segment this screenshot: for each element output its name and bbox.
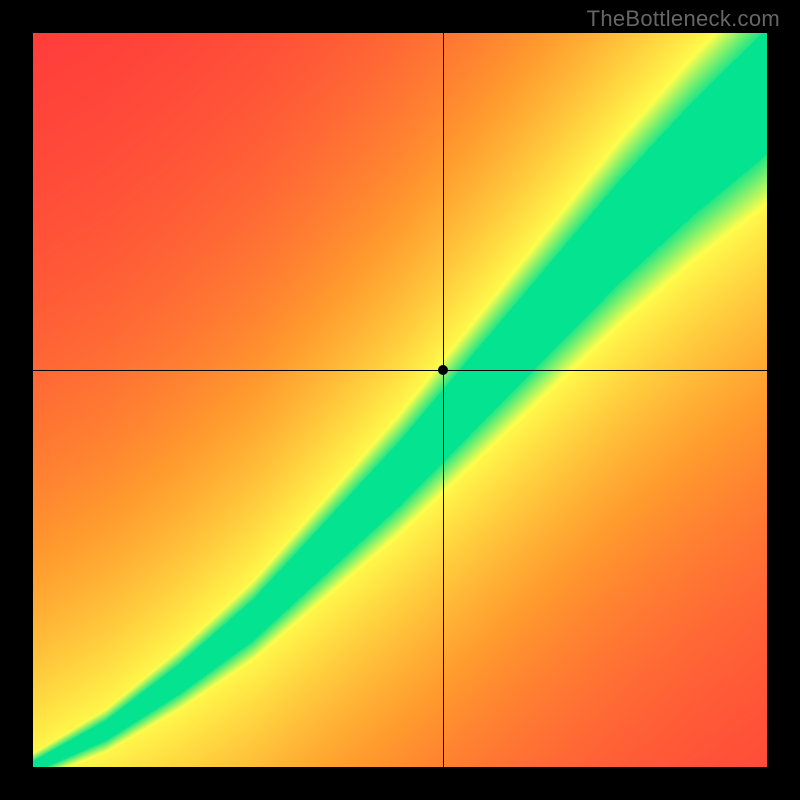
- chart-border-right: [767, 0, 800, 800]
- chart-container: [0, 0, 800, 800]
- chart-border-left: [0, 0, 33, 800]
- chart-border-bottom: [0, 767, 800, 800]
- watermark-text: TheBottleneck.com: [587, 6, 780, 32]
- crosshair-dot: [438, 365, 448, 375]
- crosshair-vertical: [443, 33, 444, 767]
- heatmap-canvas: [33, 33, 767, 767]
- crosshair-horizontal: [33, 370, 767, 371]
